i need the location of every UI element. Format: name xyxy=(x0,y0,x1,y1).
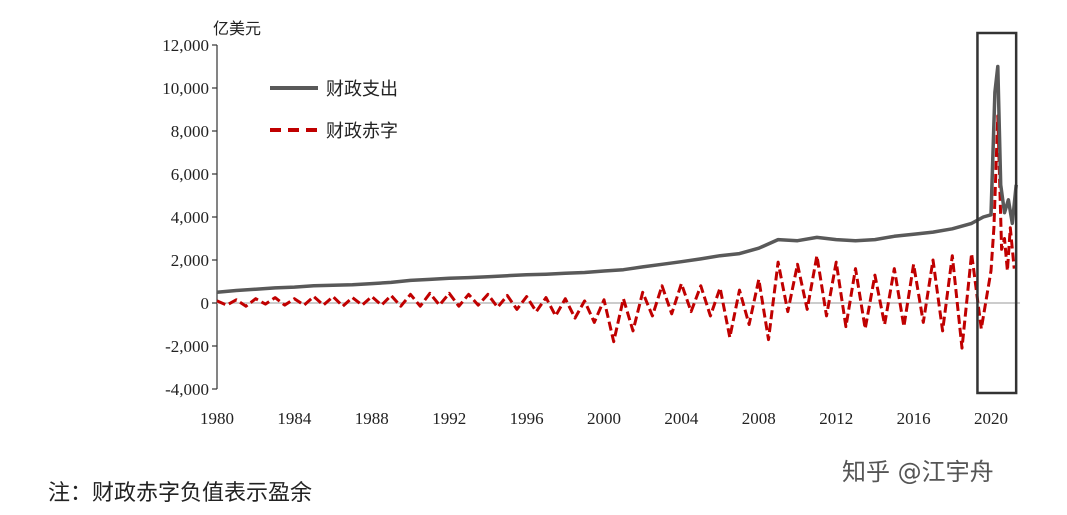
legend-label-spending: 财政支出 xyxy=(326,79,398,100)
y-tick-label: 4,000 xyxy=(171,208,209,227)
x-tick-label: 1992 xyxy=(432,409,466,428)
watermark: 知乎 @江宇舟 xyxy=(842,458,994,486)
x-tick-label: 1996 xyxy=(510,409,544,428)
x-tick-label: 1984 xyxy=(277,409,312,428)
series-group xyxy=(216,64,1018,350)
y-axis: 12,000 10,000 8,000 6,000 4,000 2,000 0 -2,000 -… xyxy=(162,36,218,399)
series-line-deficit xyxy=(216,114,1016,350)
y-tick-label: 8,000 xyxy=(171,122,209,141)
highlight-box xyxy=(976,31,1018,395)
y-tick-label: 2,000 xyxy=(171,251,209,270)
x-tick-label: 2008 xyxy=(742,409,776,428)
legend-label-deficit: 财政赤字 xyxy=(326,121,398,142)
y-tick-label: 12,000 xyxy=(162,36,209,55)
y-tick-label: 10,000 xyxy=(162,79,209,98)
y-tick-label: 6,000 xyxy=(171,165,209,184)
series-line-spending xyxy=(216,64,1018,295)
y-tick-label: -4,000 xyxy=(165,380,209,399)
x-tick-label: 2020 xyxy=(974,409,1008,428)
footnote: 注：财政赤字负值表示盈余 xyxy=(48,481,312,506)
x-tick-label: 2016 xyxy=(897,409,931,428)
x-tick-label: 2004 xyxy=(664,409,699,428)
x-axis: 1980 1984 1988 1992 1996 2000 2004 2008 2012 2016… xyxy=(200,409,1008,428)
x-tick-label: 1980 xyxy=(200,409,234,428)
x-tick-label: 1988 xyxy=(355,409,389,428)
x-tick-label: 2000 xyxy=(587,409,621,428)
x-tick-label: 2012 xyxy=(819,409,853,428)
y-tick-label: -2,000 xyxy=(165,337,209,356)
y-tick-label: 0 xyxy=(201,294,210,313)
legend: 财政支出 财政赤字 xyxy=(270,79,398,142)
y-axis-unit-label: 亿美元 xyxy=(213,19,261,38)
